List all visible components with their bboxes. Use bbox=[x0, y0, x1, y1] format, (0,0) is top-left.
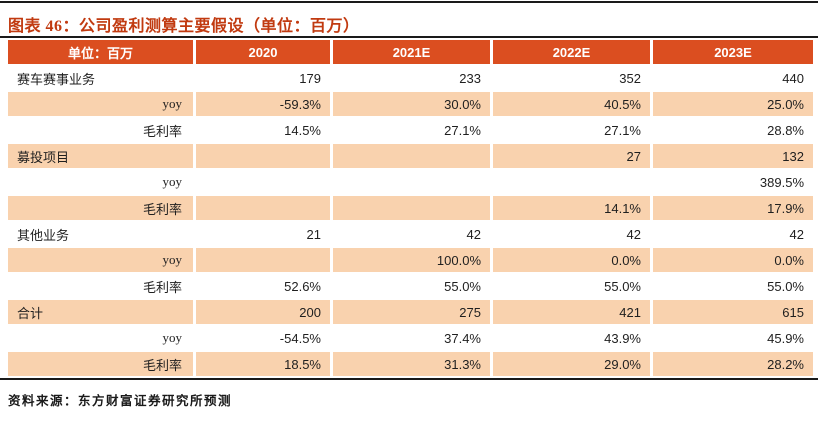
cell-value: 275 bbox=[333, 300, 490, 324]
table-row: 毛利率 14.1% 17.9% bbox=[8, 196, 813, 220]
cell-value bbox=[493, 170, 650, 194]
cell-value: 55.0% bbox=[493, 274, 650, 298]
row-sublabel: 毛利率 bbox=[8, 352, 193, 376]
cell-value: 179 bbox=[196, 66, 330, 90]
cell-value bbox=[196, 170, 330, 194]
table-row: 毛利率 52.6% 55.0% 55.0% 55.0% bbox=[8, 274, 813, 298]
cell-value bbox=[333, 196, 490, 220]
cell-value: 55.0% bbox=[653, 274, 813, 298]
table-row: yoy -54.5% 37.4% 43.9% 45.9% bbox=[8, 326, 813, 350]
cell-value bbox=[333, 170, 490, 194]
source-note: 资料来源：东方财富证券研究所预测 bbox=[8, 394, 233, 408]
cell-value: 40.5% bbox=[493, 92, 650, 116]
table-row: 毛利率 14.5% 27.1% 27.1% 28.8% bbox=[8, 118, 813, 142]
cell-value: -54.5% bbox=[196, 326, 330, 350]
table-row: 其他业务 21 42 42 42 bbox=[8, 222, 813, 246]
cell-value: 200 bbox=[196, 300, 330, 324]
column-header-2020: 2020 bbox=[196, 40, 330, 64]
cell-value: 42 bbox=[653, 222, 813, 246]
cell-value: 27 bbox=[493, 144, 650, 168]
cell-value: 615 bbox=[653, 300, 813, 324]
cell-value: 14.5% bbox=[196, 118, 330, 142]
row-sublabel: yoy bbox=[8, 248, 193, 272]
header-row: 单位：百万 2020 2021E 2022E 2023E bbox=[8, 40, 813, 64]
cell-value bbox=[333, 144, 490, 168]
cell-value: 30.0% bbox=[333, 92, 490, 116]
cell-value: 21 bbox=[196, 222, 330, 246]
table-row: 赛车赛事业务 179 233 352 440 bbox=[8, 66, 813, 90]
row-sublabel: yoy bbox=[8, 92, 193, 116]
table-top-divider bbox=[0, 36, 818, 38]
cell-value: 31.3% bbox=[333, 352, 490, 376]
cell-value: 389.5% bbox=[653, 170, 813, 194]
cell-value: 352 bbox=[493, 66, 650, 90]
top-divider bbox=[0, 1, 818, 3]
cell-value: 43.9% bbox=[493, 326, 650, 350]
row-label: 合计 bbox=[8, 300, 193, 324]
cell-value: 55.0% bbox=[333, 274, 490, 298]
table-bottom-divider bbox=[0, 378, 818, 380]
exhibit-title: 图表 46：公司盈利测算主要假设（单位：百万） bbox=[8, 18, 360, 35]
cell-value: 42 bbox=[333, 222, 490, 246]
column-header-2021e: 2021E bbox=[333, 40, 490, 64]
column-header-2022e: 2022E bbox=[493, 40, 650, 64]
table-row: 募投项目 27 132 bbox=[8, 144, 813, 168]
row-sublabel: 毛利率 bbox=[8, 196, 193, 220]
cell-value: -59.3% bbox=[196, 92, 330, 116]
cell-value: 17.9% bbox=[653, 196, 813, 220]
cell-value: 14.1% bbox=[493, 196, 650, 220]
cell-value: 100.0% bbox=[333, 248, 490, 272]
row-sublabel: 毛利率 bbox=[8, 274, 193, 298]
column-header-2023e: 2023E bbox=[653, 40, 813, 64]
row-sublabel: yoy bbox=[8, 326, 193, 350]
cell-value: 421 bbox=[493, 300, 650, 324]
table-row: yoy -59.3% 30.0% 40.5% 25.0% bbox=[8, 92, 813, 116]
cell-value: 0.0% bbox=[493, 248, 650, 272]
row-sublabel: 毛利率 bbox=[8, 118, 193, 142]
cell-value: 28.8% bbox=[653, 118, 813, 142]
table-row: yoy 100.0% 0.0% 0.0% bbox=[8, 248, 813, 272]
cell-value: 29.0% bbox=[493, 352, 650, 376]
row-sublabel: yoy bbox=[8, 170, 193, 194]
cell-value: 18.5% bbox=[196, 352, 330, 376]
cell-value bbox=[196, 248, 330, 272]
cell-value: 52.6% bbox=[196, 274, 330, 298]
cell-value: 27.1% bbox=[333, 118, 490, 142]
cell-value: 233 bbox=[333, 66, 490, 90]
row-label: 其他业务 bbox=[8, 222, 193, 246]
cell-value: 45.9% bbox=[653, 326, 813, 350]
table-row: 合计 200 275 421 615 bbox=[8, 300, 813, 324]
cell-value bbox=[196, 144, 330, 168]
table-row: 毛利率 18.5% 31.3% 29.0% 28.2% bbox=[8, 352, 813, 376]
cell-value bbox=[196, 196, 330, 220]
table-row: yoy 389.5% bbox=[8, 170, 813, 194]
row-label: 募投项目 bbox=[8, 144, 193, 168]
cell-value: 0.0% bbox=[653, 248, 813, 272]
row-label: 赛车赛事业务 bbox=[8, 66, 193, 90]
cell-value: 27.1% bbox=[493, 118, 650, 142]
cell-value: 42 bbox=[493, 222, 650, 246]
cell-value: 28.2% bbox=[653, 352, 813, 376]
cell-value: 25.0% bbox=[653, 92, 813, 116]
assumptions-table: 单位：百万 2020 2021E 2022E 2023E 赛车赛事业务 179 23… bbox=[5, 38, 816, 378]
table-body: 赛车赛事业务 179 233 352 440 yoy -59.3% 30.0% 40.5% 25.… bbox=[8, 66, 813, 376]
cell-value: 132 bbox=[653, 144, 813, 168]
cell-value: 440 bbox=[653, 66, 813, 90]
cell-value: 37.4% bbox=[333, 326, 490, 350]
column-header-unit: 单位：百万 bbox=[8, 40, 193, 64]
